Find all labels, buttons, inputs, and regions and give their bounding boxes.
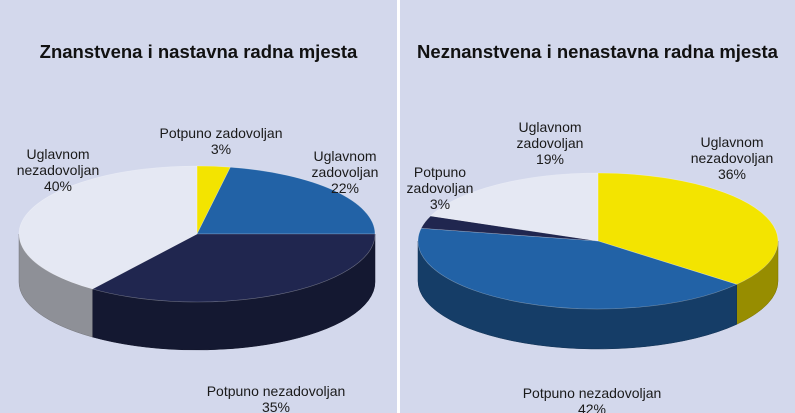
slice-label: zadovoljan bbox=[407, 180, 474, 196]
slice-label: zadovoljan bbox=[517, 135, 584, 151]
slice-value-label: 19% bbox=[536, 151, 564, 167]
chart-panel-left: Znanstvena i nastavna radna mjesta Potpu… bbox=[0, 0, 397, 413]
slice-label: Uglavnom bbox=[700, 134, 763, 150]
pie-top-left bbox=[18, 165, 376, 303]
pie-slice-uglavnom-zadovoljan bbox=[429, 172, 599, 242]
slice-value-label: 42% bbox=[578, 401, 606, 413]
pie-slice-uglavnom-nezadovoljan bbox=[597, 172, 779, 285]
pie-top-right bbox=[417, 172, 779, 310]
chart-title-right: Neznanstvena i nenastavna radna mjesta bbox=[417, 41, 778, 62]
pie-slice-uglavnom-nezadovoljan bbox=[18, 165, 198, 290]
slice-label: Uglavnom bbox=[518, 119, 581, 135]
slice-label: Potpuno nezadovoljan bbox=[207, 383, 346, 399]
chart-title-left: Znanstvena i nastavna radna mjesta bbox=[39, 41, 358, 62]
slice-value-label: 35% bbox=[262, 399, 290, 413]
pie-slice-potpuno-zadovoljan bbox=[196, 165, 231, 235]
slice-value-label: 3% bbox=[430, 196, 450, 212]
slice-label: zadovoljan bbox=[312, 164, 379, 180]
slice-label: Uglavnom bbox=[313, 148, 376, 164]
slice-value-label: 40% bbox=[44, 178, 72, 194]
slice-value-label: 36% bbox=[718, 166, 746, 182]
slice-label: Potpuno bbox=[414, 164, 466, 180]
slice-label: Potpuno zadovoljan bbox=[160, 125, 283, 141]
slice-label: Uglavnom bbox=[26, 146, 89, 162]
pie-slice-uglavnom-zadovoljan bbox=[196, 166, 376, 235]
pie-slice-potpuno-nezadovoljan bbox=[417, 227, 738, 310]
slice-value-label: 22% bbox=[331, 180, 359, 196]
slice-label: nezadovoljan bbox=[17, 162, 100, 178]
pie-slice-potpuno-zadovoljan bbox=[420, 215, 599, 242]
chart-panel-right: Neznanstvena i nenastavna radna mjesta U… bbox=[400, 0, 795, 413]
pie-slice-potpuno-nezadovoljan bbox=[91, 233, 376, 303]
slice-label: Potpuno nezadovoljan bbox=[523, 385, 662, 401]
slice-value-label: 3% bbox=[211, 141, 231, 157]
slice-label: nezadovoljan bbox=[691, 150, 774, 166]
